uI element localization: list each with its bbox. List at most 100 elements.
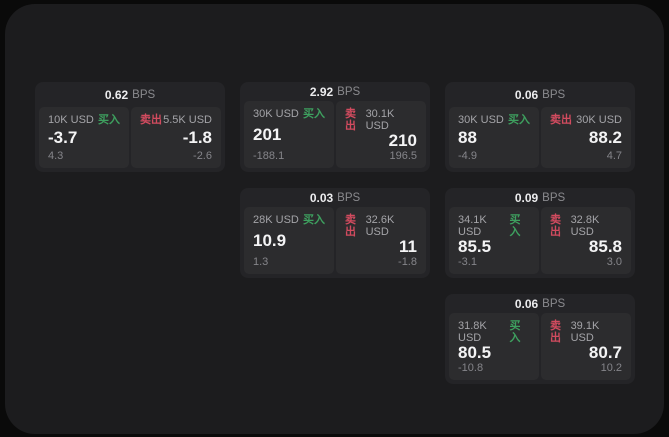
buy-panel-header: 28K USD 买入 <box>253 214 325 226</box>
app-screen: 0.62 BPS 10K USD 买入 -3.7 4.3 卖出 5.5K USD… <box>5 4 664 434</box>
card-header: 0.09 BPS <box>449 188 631 207</box>
card-header: 0.03 BPS <box>244 188 426 207</box>
sell-side-label: 卖出 <box>550 214 561 238</box>
card-header: 2.92 BPS <box>244 82 426 101</box>
sell-panel-header: 卖出 32.6K USD <box>345 214 417 238</box>
buy-sell-panels: 31.8K USD 买入 80.5 -10.8 卖出 39.1K USD 80.… <box>449 313 631 380</box>
sell-side-label: 卖出 <box>345 214 356 238</box>
bps-value: 0.09 <box>514 190 539 205</box>
bps-value: 2.92 <box>309 84 334 99</box>
sell-panel[interactable]: 卖出 5.5K USD -1.8 -2.6 <box>131 107 221 168</box>
sell-change-value: -2.6 <box>193 150 212 162</box>
quote-card: 0.03 BPS 28K USD 买入 10.9 1.3 卖出 32.6K US… <box>240 188 430 278</box>
sell-change-value: 10.2 <box>600 362 622 374</box>
bps-value: 0.06 <box>514 87 539 102</box>
bps-value: 0.03 <box>309 190 334 205</box>
sell-size-label: 30K USD <box>576 114 622 126</box>
sell-price-value: 11 <box>399 237 417 256</box>
buy-side-label: 买入 <box>303 108 325 120</box>
sell-size-label: 39.1K USD <box>570 320 600 344</box>
buy-panel[interactable]: 28K USD 买入 10.9 1.3 <box>244 207 334 274</box>
sell-size-label: 5.5K USD <box>163 114 212 126</box>
buy-size-label: 34.1K USD <box>458 214 487 238</box>
sell-side-label: 卖出 <box>345 108 356 132</box>
sell-panel-header: 卖出 30.1K USD <box>345 108 417 132</box>
buy-panel[interactable]: 34.1K USD 买入 85.5 -3.1 <box>449 207 539 274</box>
bps-value: 0.06 <box>514 296 539 311</box>
sell-side-label: 卖出 <box>140 114 162 126</box>
buy-sell-panels: 28K USD 买入 10.9 1.3 卖出 32.6K USD 11 -1.8 <box>244 207 426 274</box>
card-header: 0.06 BPS <box>449 294 631 313</box>
buy-change-value: -3.1 <box>458 256 477 268</box>
buy-change-value: -4.9 <box>458 150 477 162</box>
sell-price-value: 210 <box>388 131 417 150</box>
quote-card: 0.06 BPS 31.8K USD 买入 80.5 -10.8 卖出 39.1… <box>445 294 635 384</box>
sell-change-value: -1.8 <box>398 256 417 268</box>
bps-suffix-label: BPS <box>337 85 361 98</box>
buy-sell-panels: 30K USD 买入 88 -4.9 卖出 30K USD 88.2 4.7 <box>449 107 631 168</box>
buy-panel-header: 31.8K USD 买入 <box>458 320 530 344</box>
buy-change-value: -188.1 <box>253 150 285 162</box>
bps-suffix-label: BPS <box>542 297 566 310</box>
sell-price-value: 80.7 <box>588 343 622 362</box>
sell-side-label: 卖出 <box>550 114 572 126</box>
sell-size-label: 32.6K USD <box>365 214 395 238</box>
buy-panel-header: 10K USD 买入 <box>48 114 120 126</box>
buy-size-label: 30K USD <box>253 108 299 120</box>
sell-change-value: 3.0 <box>606 256 622 268</box>
buy-sell-panels: 10K USD 买入 -3.7 4.3 卖出 5.5K USD -1.8 -2.… <box>39 107 221 168</box>
buy-size-label: 31.8K USD <box>458 320 487 344</box>
buy-price-value: 85.5 <box>458 237 492 256</box>
buy-size-label: 30K USD <box>458 114 504 126</box>
buy-sell-panels: 30K USD 买入 201 -188.1 卖出 30.1K USD 210 1… <box>244 101 426 168</box>
buy-side-label: 买入 <box>509 214 521 238</box>
quote-card: 0.06 BPS 30K USD 买入 88 -4.9 卖出 30K USD 8… <box>445 82 635 172</box>
sell-price-value: -1.8 <box>182 128 212 147</box>
quote-card: 0.09 BPS 34.1K USD 买入 85.5 -3.1 卖出 32.8K… <box>445 188 635 278</box>
buy-side-label: 买入 <box>509 320 521 344</box>
buy-change-value: 1.3 <box>253 256 269 268</box>
buy-price-value: -3.7 <box>48 128 78 147</box>
buy-price-value: 10.9 <box>253 231 287 250</box>
buy-change-value: 4.3 <box>48 150 64 162</box>
buy-side-label: 买入 <box>508 114 530 126</box>
sell-panel-header: 卖出 39.1K USD <box>550 320 622 344</box>
sell-side-label: 卖出 <box>550 320 561 344</box>
buy-panel[interactable]: 30K USD 买入 88 -4.9 <box>449 107 539 168</box>
buy-price-value: 88 <box>458 128 477 147</box>
sell-panel[interactable]: 卖出 32.8K USD 85.8 3.0 <box>541 207 631 274</box>
buy-change-value: -10.8 <box>458 362 484 374</box>
sell-panel[interactable]: 卖出 30K USD 88.2 4.7 <box>541 107 631 168</box>
sell-panel[interactable]: 卖出 30.1K USD 210 196.5 <box>336 101 426 168</box>
buy-size-label: 10K USD <box>48 114 94 126</box>
quote-card: 2.92 BPS 30K USD 买入 201 -188.1 卖出 30.1K … <box>240 82 430 172</box>
buy-sell-panels: 34.1K USD 买入 85.5 -3.1 卖出 32.8K USD 85.8… <box>449 207 631 274</box>
buy-size-label: 28K USD <box>253 214 299 226</box>
sell-panel[interactable]: 卖出 39.1K USD 80.7 10.2 <box>541 313 631 380</box>
sell-panel-header: 卖出 5.5K USD <box>140 114 212 126</box>
bps-suffix-label: BPS <box>542 191 566 204</box>
buy-panel-header: 30K USD 买入 <box>253 108 325 120</box>
buy-panel[interactable]: 10K USD 买入 -3.7 4.3 <box>39 107 129 168</box>
card-header: 0.62 BPS <box>39 82 221 107</box>
buy-panel[interactable]: 30K USD 买入 201 -188.1 <box>244 101 334 168</box>
sell-price-value: 88.2 <box>588 128 622 147</box>
sell-panel[interactable]: 卖出 32.6K USD 11 -1.8 <box>336 207 426 274</box>
buy-panel[interactable]: 31.8K USD 买入 80.5 -10.8 <box>449 313 539 380</box>
sell-panel-header: 卖出 30K USD <box>550 114 622 126</box>
buy-price-value: 201 <box>253 125 282 144</box>
sell-change-value: 196.5 <box>389 150 417 162</box>
buy-side-label: 买入 <box>303 214 325 226</box>
bps-value: 0.62 <box>104 87 129 102</box>
bps-suffix-label: BPS <box>337 191 361 204</box>
quote-card: 0.62 BPS 10K USD 买入 -3.7 4.3 卖出 5.5K USD… <box>35 82 225 172</box>
bps-suffix-label: BPS <box>132 88 156 101</box>
cards-grid: 0.62 BPS 10K USD 买入 -3.7 4.3 卖出 5.5K USD… <box>35 82 635 384</box>
sell-price-value: 85.8 <box>588 237 622 256</box>
buy-panel-header: 34.1K USD 买入 <box>458 214 530 238</box>
card-header: 0.06 BPS <box>449 82 631 107</box>
buy-side-label: 买入 <box>98 114 120 126</box>
sell-change-value: 4.7 <box>606 150 622 162</box>
buy-price-value: 80.5 <box>458 343 492 362</box>
buy-panel-header: 30K USD 买入 <box>458 114 530 126</box>
